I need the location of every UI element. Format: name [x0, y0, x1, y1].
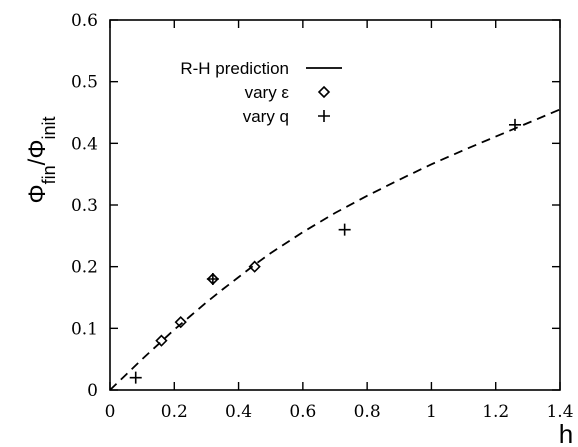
plot-frame — [109, 19, 561, 391]
x-tick-label: 1 — [426, 402, 437, 422]
chart-series — [109, 108, 561, 391]
y-tick-label: 0 — [87, 381, 98, 401]
y-tick-label: 0.5 — [71, 73, 98, 93]
x-axis-label: h — [559, 419, 573, 447]
diamond-point — [174, 316, 187, 329]
plus-point — [338, 223, 351, 236]
plus-point — [509, 118, 521, 131]
axis-ticks: 0 0.2 0.4 0.6 0.8 1 1.2 1.4 0 0.1 0.2 0.3 0.4 0.5 0.6 — [71, 11, 574, 422]
legend-label: vary q — [243, 107, 289, 126]
x-tick-label: 0 — [105, 402, 116, 422]
x-tick-label: 0.4 — [225, 402, 252, 422]
x-tick-label: 0.6 — [289, 402, 316, 422]
y-label-text: /Φ — [24, 140, 51, 166]
legend: R-H prediction vary ε vary q — [180, 59, 342, 126]
y-label-subscript: init — [39, 116, 59, 139]
x-tick-label: 0.2 — [161, 402, 188, 422]
legend-plus-swatch — [318, 110, 330, 122]
legend-label: vary ε — [245, 83, 290, 102]
y-tick-label: 0.3 — [71, 196, 98, 216]
y-axis-label: Φfin/Φinit — [24, 116, 59, 203]
y-tick-label: 0.6 — [71, 11, 98, 31]
rh-prediction-curve — [109, 108, 561, 391]
y-tick-label: 0.4 — [71, 134, 98, 154]
diamond-point — [155, 334, 168, 347]
y-label-subscript: fin — [39, 165, 59, 184]
plus-point — [129, 371, 142, 384]
diamond-point — [248, 260, 261, 273]
x-tick-label: 0.8 — [354, 402, 381, 422]
y-tick-label: 0.2 — [71, 258, 98, 278]
plus-point — [206, 273, 219, 285]
y-label-text: Φ — [24, 184, 51, 203]
x-tick-label: 1.2 — [482, 402, 509, 422]
y-tick-label: 0.1 — [71, 319, 98, 339]
legend-label: R-H prediction — [180, 59, 289, 78]
legend-diamond-swatch — [317, 85, 331, 99]
x-tick-label: 1.4 — [546, 402, 573, 422]
